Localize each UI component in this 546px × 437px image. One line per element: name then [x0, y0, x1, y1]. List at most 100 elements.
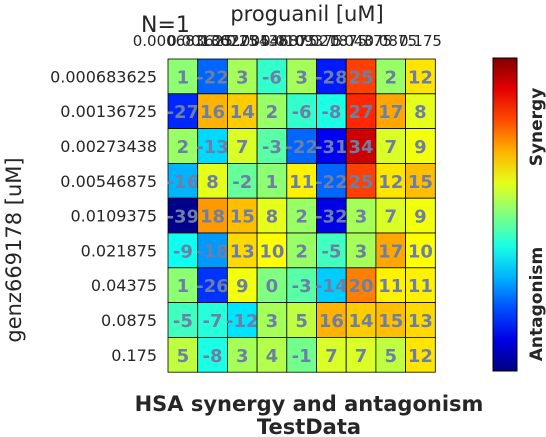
heatmap-cell [375, 58, 406, 95]
heatmap-cell [256, 336, 288, 373]
heatmap-cell [167, 93, 199, 130]
heatmap-cell [167, 302, 199, 338]
cell-value-label: -18 [196, 241, 229, 262]
cell-value-label: 12 [408, 67, 433, 88]
heatmap-cell [197, 267, 228, 303]
colorbar-label-antagonism: Antagonism [527, 247, 546, 361]
heatmap-cell [316, 336, 347, 373]
cell-value-label: 13 [408, 311, 433, 332]
heatmap-cell [226, 336, 258, 373]
cell-value-label: -3 [262, 137, 282, 158]
cell-value-label: 3 [295, 67, 308, 88]
heatmap-cell [256, 232, 288, 269]
cell-value-label: 18 [200, 207, 225, 228]
x-axis-label: proguanil [uM] [230, 2, 383, 26]
heatmap-cell [256, 128, 288, 164]
heatmap-cell [286, 267, 317, 303]
heatmap-cell [316, 58, 347, 95]
cell-value-label: -32 [315, 207, 348, 228]
y-tick-labels: 0.000683625 0.00136725 0.00273438 0.0054687… [50, 67, 157, 364]
cell-value-label: 7 [384, 137, 397, 158]
cell-value-label: 11 [289, 172, 314, 193]
cell-value-label: 8 [414, 102, 427, 123]
cell-value-label: 2 [384, 67, 397, 88]
heatmap-cell [167, 267, 199, 303]
cell-value-label: 10 [259, 241, 284, 262]
cell-value-label: -28 [315, 67, 348, 88]
heatmap-cells: 1 -22 3 -6 3 -28 25 2 12-27 16 14 2 -6 -8 27 17 82 -13 7 -3… [167, 58, 436, 373]
chart-subtitle: TestData [257, 415, 361, 437]
cell-value-label: 2 [177, 137, 190, 158]
heatmap-cell [197, 162, 228, 199]
cell-value-label: 9 [236, 276, 249, 297]
heatmap-cell [226, 302, 258, 338]
x-tick-label: 0.175 [399, 32, 442, 50]
cell-value-label: 25 [349, 172, 374, 193]
x-tick-label: 0.021875 [296, 32, 368, 50]
cell-value-label: -8 [203, 346, 223, 367]
heatmap-cell [256, 197, 288, 234]
cell-value-label: -31 [315, 137, 348, 158]
heatmap-cell [286, 93, 317, 130]
cell-value-label: 27 [349, 102, 374, 123]
cell-value-label: 0 [266, 276, 279, 297]
cell-value-label: 5 [295, 311, 308, 332]
cell-value-label: -39 [167, 207, 200, 228]
cell-value-label: 15 [408, 172, 433, 193]
x-tick-label: 0.000683625 [133, 32, 233, 50]
cell-value-label: -27 [167, 102, 200, 123]
heatmap-cell [286, 302, 317, 338]
cell-value-label: -8 [321, 102, 341, 123]
cell-value-label: 16 [200, 102, 225, 123]
cell-value-label: 15 [230, 207, 255, 228]
cell-value-label: 7 [384, 207, 397, 228]
colorbar-label-synergy: Synergy [527, 88, 546, 167]
heatmap-cell [167, 336, 199, 373]
heatmap-cell [226, 93, 258, 130]
heatmap-cell [316, 197, 347, 234]
cell-value-label: -16 [167, 172, 200, 193]
cell-value-label: 12 [378, 172, 403, 193]
cell-value-label: 3 [355, 241, 368, 262]
cell-value-label: 13 [230, 241, 255, 262]
cell-value-label: 34 [349, 137, 374, 158]
colorbar-gradient [492, 57, 518, 372]
y-tick-label: 0.000683625 [50, 67, 157, 86]
cell-value-label: -5 [173, 311, 193, 332]
cell-value-label: 15 [378, 311, 403, 332]
y-tick-label: 0.00136725 [60, 102, 157, 121]
heatmap-cell [256, 162, 288, 199]
cell-value-label: 7 [355, 346, 368, 367]
cell-value-label: -12 [226, 311, 259, 332]
heatmap-cell [197, 232, 228, 269]
y-tick-label: 0.00546875 [60, 172, 157, 191]
cell-value-label: -6 [262, 67, 282, 88]
cell-value-label: 11 [408, 276, 433, 297]
heatmap-cell [197, 336, 228, 373]
heatmap-cell [286, 232, 317, 269]
cell-value-label: 20 [349, 276, 374, 297]
cell-value-label: 17 [378, 102, 403, 123]
heatmap-cell [316, 232, 347, 269]
cell-value-label: 8 [206, 172, 219, 193]
heatmap-cell [286, 336, 317, 373]
cell-value-label: 5 [384, 346, 397, 367]
cell-value-label: 5 [177, 346, 190, 367]
heatmap-cell [345, 267, 377, 303]
heatmap-cell [226, 232, 258, 269]
x-tick-label: 0.0109375 [261, 32, 342, 50]
cell-value-label: -7 [203, 311, 223, 332]
cell-value-label: -14 [315, 276, 348, 297]
x-tick-label: 0.0875 [365, 32, 418, 50]
cell-value-label: 2 [295, 241, 308, 262]
cell-value-label: 3 [236, 67, 249, 88]
cell-value-label: 11 [378, 276, 403, 297]
cell-value-label: 14 [349, 311, 374, 332]
heatmap-cell [197, 58, 228, 95]
cell-value-label: -26 [196, 276, 229, 297]
heatmap-cell [167, 232, 199, 269]
heatmap-cell [405, 197, 436, 234]
colorbar [492, 57, 518, 372]
heatmap-cell [345, 302, 377, 338]
